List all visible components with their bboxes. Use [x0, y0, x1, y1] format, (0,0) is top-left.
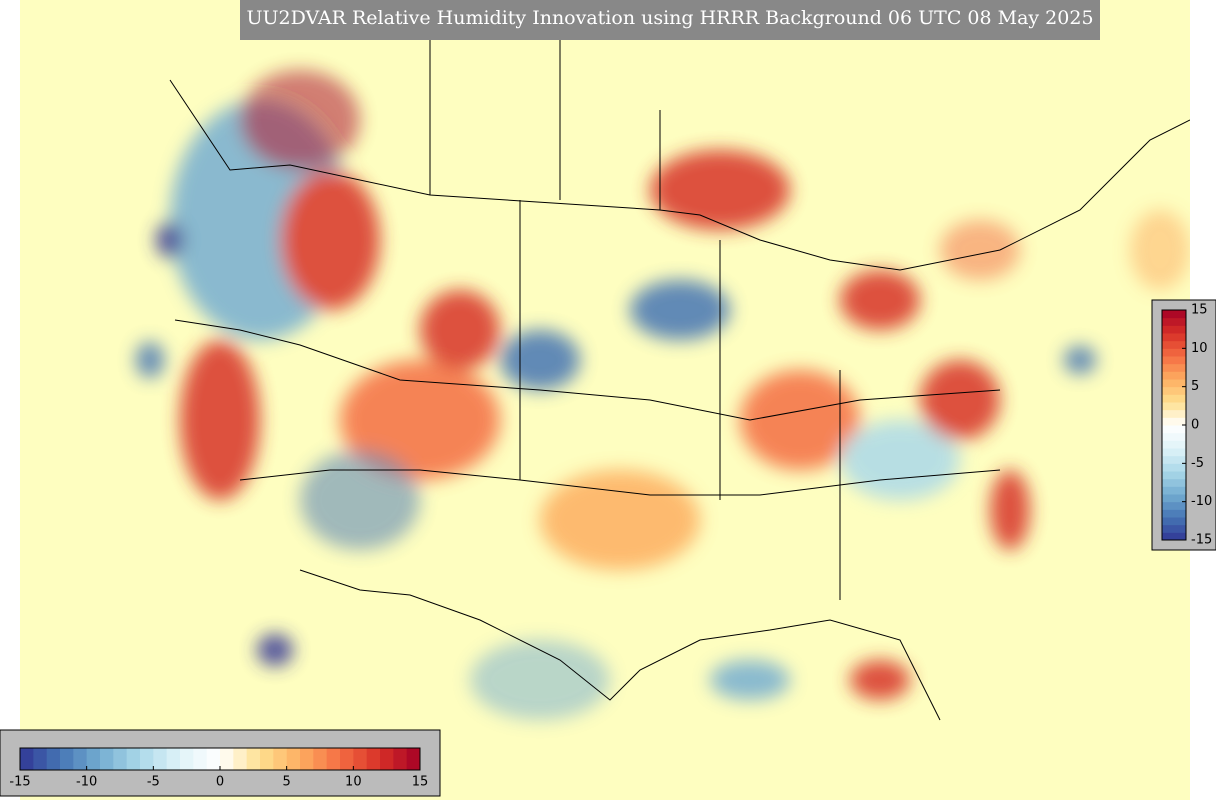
colorbar-segment	[1162, 317, 1186, 326]
colorbar-segment	[126, 748, 141, 770]
colorbar-segment	[340, 748, 354, 770]
colorbar-segment	[406, 748, 421, 770]
tick-label: 15	[412, 775, 429, 790]
colorbar-segment	[326, 748, 341, 770]
colorbar-segment	[153, 748, 168, 770]
colorbar-segment	[1162, 340, 1186, 349]
borders	[169, 0, 1190, 721]
colorbar-segment	[1162, 394, 1186, 403]
tick-label: 10	[345, 775, 362, 790]
tick-label: 0	[1191, 418, 1199, 433]
colorbar-segment	[1162, 371, 1186, 380]
colorbar-segment	[1162, 478, 1186, 487]
colorbar-segment	[1162, 386, 1186, 395]
colorbar-segment	[1162, 448, 1186, 457]
colorbar-segment	[1162, 425, 1186, 434]
colorbar-segment	[260, 748, 274, 770]
colorbar-segment	[1162, 333, 1186, 342]
colorbar-segment	[273, 748, 288, 770]
colorbar-segment	[380, 748, 394, 770]
colorbar-segment	[60, 748, 74, 770]
tick-label: 5	[1191, 379, 1199, 394]
colorbar-segment	[393, 748, 408, 770]
colorbar-segment	[193, 748, 208, 770]
colorbar-segment	[1162, 432, 1186, 441]
colorbar-segment	[33, 748, 48, 770]
colorbar-segment	[1162, 524, 1186, 533]
colorbar-segment	[1162, 509, 1186, 518]
colorbar-segment	[46, 748, 61, 770]
colorbar-segment	[100, 748, 114, 770]
tick-label: 15	[1191, 303, 1208, 318]
colorbar-segment	[353, 748, 368, 770]
colorbar-segment	[1162, 417, 1186, 426]
colorbar-segment	[206, 748, 221, 770]
colorbar-segment	[20, 748, 34, 770]
vertical-colorbar: -15 -10 -5 0 5 10 15	[1161, 303, 1212, 548]
colorbar-segment	[1162, 325, 1186, 334]
map-field	[20, 0, 1190, 800]
tick-label: -10	[76, 775, 97, 790]
tick-label: -15	[1191, 533, 1212, 548]
horizontal-colorbar: -15 -10 -5 0 5 10 15	[9, 747, 429, 790]
colorbar-segment	[1162, 455, 1186, 464]
colorbar-segment	[220, 748, 234, 770]
colorbar-segment	[1162, 379, 1186, 388]
colorbar-segment	[313, 748, 328, 770]
colorbar-segment	[233, 748, 248, 770]
colorbar-segment	[1162, 440, 1186, 449]
colorbar-segment	[366, 748, 381, 770]
colorbar-segment	[246, 748, 261, 770]
colorbar-segment	[1162, 363, 1186, 372]
tick-label: -5	[1191, 456, 1204, 471]
tick-label: -15	[9, 775, 30, 790]
colorbar-segment	[1162, 532, 1186, 541]
tick-label: -5	[147, 775, 160, 790]
colorbar-segment	[1162, 409, 1186, 418]
colorbar-segment	[1162, 310, 1186, 319]
colorbar-segment	[86, 748, 101, 770]
colorbar-segment	[73, 748, 88, 770]
colorbar-segment	[1162, 486, 1186, 495]
colorbar-segment	[1162, 348, 1186, 357]
colorbar-segment	[1162, 402, 1186, 411]
map-title: UU2DVAR Relative Humidity Innovation usi…	[246, 7, 1093, 29]
colorbar-segment	[1162, 501, 1186, 510]
title-box	[240, 0, 1100, 40]
colorbar-segment	[1162, 356, 1186, 365]
tick-label: 10	[1191, 341, 1208, 356]
tick-label: 0	[216, 775, 224, 790]
colorbar-segment	[1162, 494, 1186, 503]
colorbar-segment	[113, 748, 128, 770]
colorbar-segment	[166, 748, 181, 770]
colorbar-segment	[180, 748, 194, 770]
colorbar-segment	[1162, 471, 1186, 480]
tick-label: 5	[283, 775, 291, 790]
colorbar-segment	[286, 748, 301, 770]
tick-label: -10	[1191, 494, 1212, 509]
colorbar-segment	[300, 748, 314, 770]
colorbar-segment	[140, 748, 154, 770]
colorbar-segment	[1162, 517, 1186, 526]
colorbar-segment	[1162, 463, 1186, 472]
